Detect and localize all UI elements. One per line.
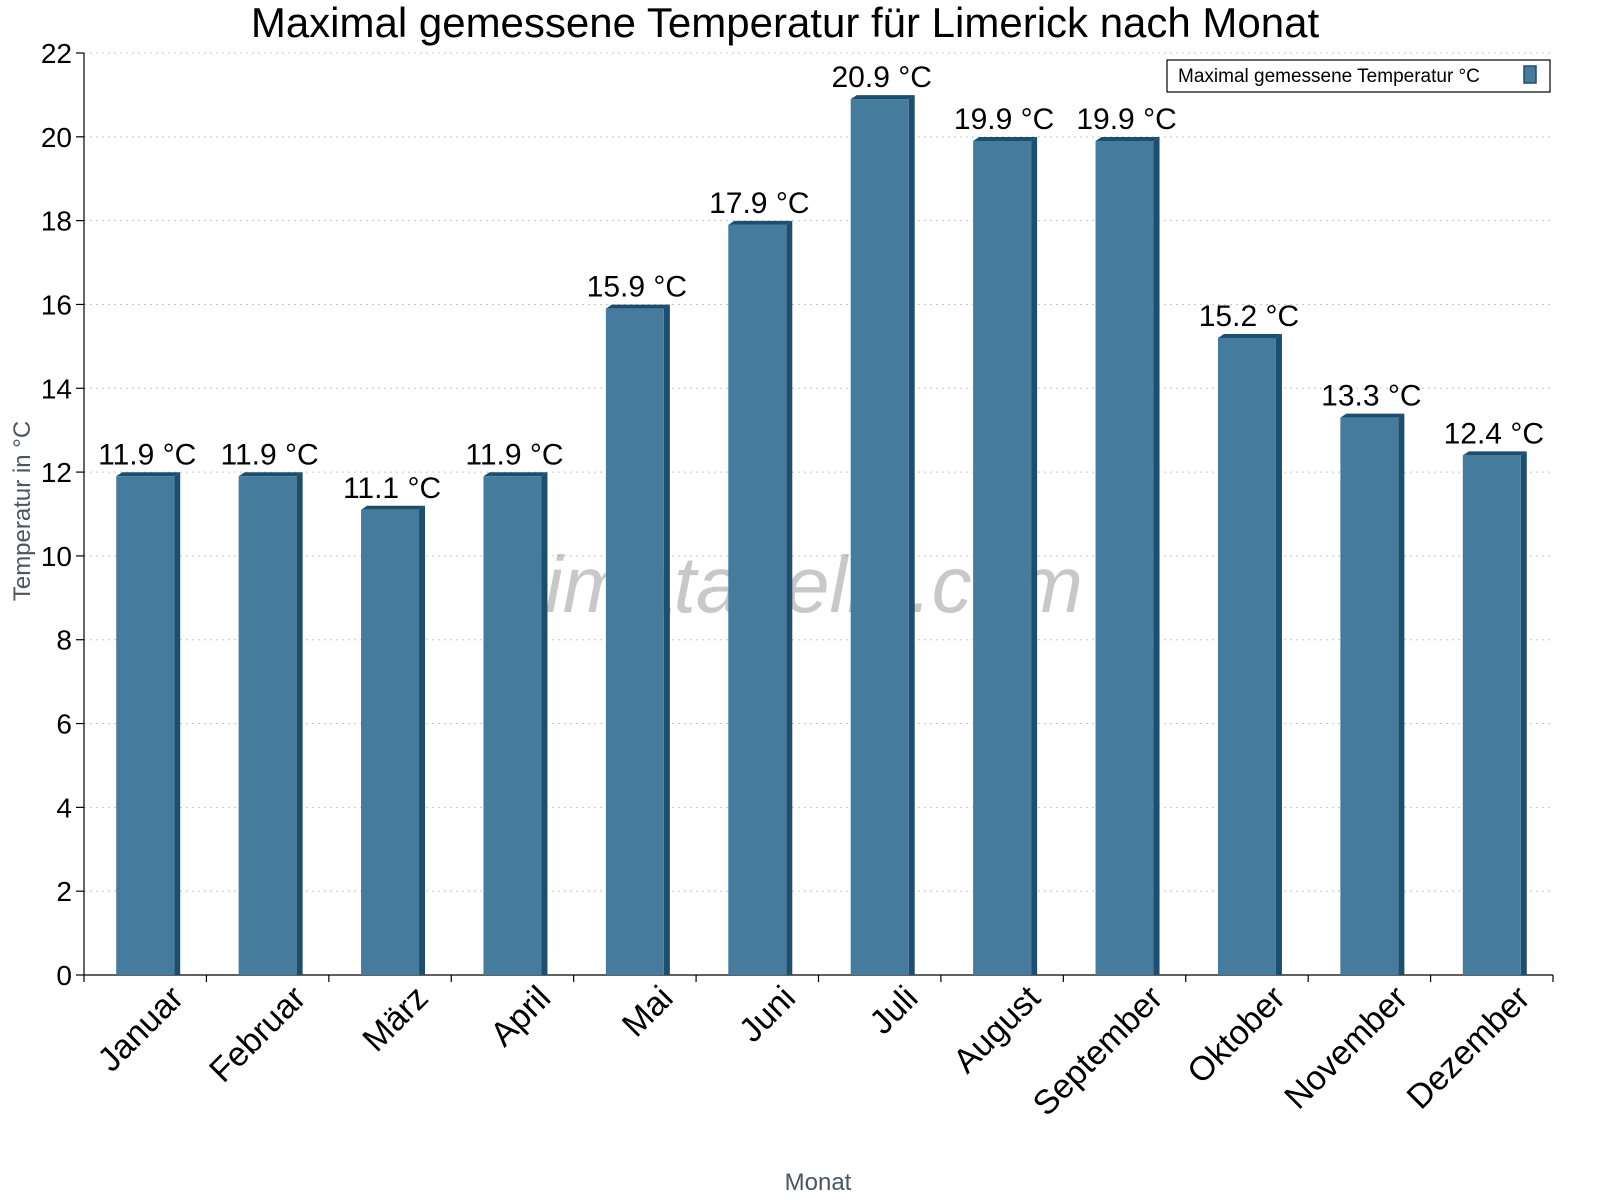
bar-face (850, 99, 909, 976)
bar (605, 304, 670, 975)
data-label: 12.4 °C (1444, 417, 1544, 450)
legend-swatch (1523, 65, 1537, 84)
bar (1217, 333, 1282, 975)
x-tick-label: September (1026, 979, 1170, 1123)
y-tick-label: 0 (56, 960, 72, 991)
x-axis: Januar Februar März April Mai Juni Juli AugustS… (83, 974, 1554, 1123)
y-axis-title: Temperatur in °C (9, 421, 36, 601)
bar-side (1153, 137, 1160, 975)
bar (850, 95, 915, 976)
bar-face (605, 308, 664, 975)
bar-series (116, 95, 1527, 976)
bar-top (850, 95, 915, 100)
bar (238, 472, 303, 975)
bar-top (238, 472, 303, 477)
data-label: 19.9 °C (1076, 103, 1176, 136)
bar-side (908, 95, 915, 976)
bar-side (1398, 413, 1405, 975)
y-tick-label: 22 (41, 38, 72, 69)
y-tick-label: 12 (41, 457, 72, 488)
data-label: 11.9 °C (465, 438, 563, 471)
bar-face (1095, 141, 1154, 975)
bar-side (1031, 137, 1038, 975)
bar-top (116, 472, 181, 477)
bar-side (541, 472, 548, 975)
data-label: 11.9 °C (98, 438, 196, 471)
bar-side (1275, 333, 1282, 975)
bar-face (728, 224, 787, 975)
y-tick-label: 20 (41, 122, 72, 153)
bar-face (973, 141, 1032, 975)
bar (1462, 451, 1527, 975)
bar-face (116, 476, 175, 975)
y-tick-label: 6 (56, 709, 72, 740)
bar (1095, 137, 1160, 975)
bar (973, 137, 1038, 975)
grid-lines (84, 52, 1553, 892)
bar (116, 472, 181, 975)
x-tick-label: Januar (90, 979, 190, 1079)
data-label: 19.9 °C (954, 103, 1054, 136)
bar-side (1520, 451, 1527, 975)
x-tick-label: Mai (615, 979, 681, 1045)
bar-top (728, 220, 793, 225)
legend: Maximal gemessene Temperatur °C (1166, 59, 1551, 93)
x-tick-label: Februar (202, 979, 313, 1090)
x-tick-label: Oktober (1180, 979, 1292, 1091)
y-tick-label: 14 (41, 373, 72, 404)
y-axis: 0 2 4 6 8 10 12 14 16 18 20 22 (41, 38, 85, 991)
bar-side (296, 472, 303, 975)
x-tick-label: August (946, 978, 1048, 1080)
chart-title: Maximal gemessene Temperatur für Limeric… (251, 0, 1320, 46)
bar-face (1217, 337, 1276, 975)
bar-top (605, 304, 670, 309)
y-tick-label: 16 (41, 289, 72, 320)
bar-face (483, 476, 542, 975)
bar-side (663, 304, 670, 975)
data-label: 17.9 °C (709, 187, 809, 220)
data-label: 13.3 °C (1321, 380, 1421, 413)
bar-side (174, 472, 181, 975)
bar-top (1340, 413, 1405, 418)
x-axis-title: Monat (785, 1169, 852, 1196)
data-label: 20.9 °C (832, 61, 932, 94)
bar-face (361, 509, 420, 975)
bar (1340, 413, 1405, 975)
bar-top (483, 472, 548, 477)
bar-top (1462, 451, 1527, 456)
data-label: 11.9 °C (221, 438, 319, 471)
x-tick-label: Juni (732, 979, 803, 1050)
data-label: 11.1 °C (343, 472, 441, 505)
value-labels: 11.9 °C 11.9 °C 11.1 °C 11.9 °C 15.9 °C 17.9 … (98, 61, 1544, 505)
bar-face (238, 476, 297, 975)
y-tick-label: 18 (41, 206, 72, 237)
bar-top (1095, 137, 1160, 142)
bar-face (1340, 417, 1399, 975)
bar-top (973, 137, 1038, 142)
y-tick-label: 8 (56, 625, 72, 656)
bar (483, 472, 548, 975)
bar-face (1462, 455, 1521, 975)
data-label: 15.9 °C (587, 271, 687, 304)
x-tick-label: Dezember (1400, 979, 1538, 1117)
y-tick-label: 10 (41, 541, 72, 572)
y-tick-label: 4 (56, 792, 72, 823)
bar-top (361, 505, 426, 510)
x-tick-label: Juli (862, 979, 925, 1042)
legend-series-label: Maximal gemessene Temperatur °C (1178, 66, 1480, 87)
x-tick-label: März (355, 979, 435, 1059)
x-tick-label: April (483, 979, 558, 1054)
y-tick-label: 2 (56, 876, 72, 907)
bar-top (1217, 333, 1282, 338)
bar-side (419, 505, 426, 975)
bar-side (786, 220, 793, 975)
legend-box (1166, 59, 1551, 93)
data-label: 15.2 °C (1199, 300, 1299, 333)
x-tick-label: November (1277, 979, 1415, 1117)
bar (361, 505, 426, 975)
bar (728, 220, 793, 975)
